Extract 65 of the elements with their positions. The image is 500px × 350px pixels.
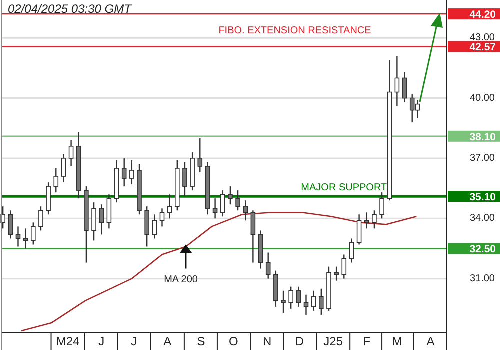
candlestick xyxy=(8,210,14,240)
candlestick xyxy=(288,286,294,310)
x-tick-label: M xyxy=(392,334,402,349)
candlestick xyxy=(281,290,286,314)
candlestick xyxy=(349,238,354,264)
candlestick xyxy=(16,226,21,248)
candlestick xyxy=(236,190,240,212)
line-series xyxy=(20,212,418,332)
x-tick-label: F xyxy=(363,334,371,349)
candlestick xyxy=(304,294,309,316)
candlestick xyxy=(243,200,248,222)
x-tick-label: N xyxy=(262,334,272,349)
candlestick xyxy=(38,206,44,232)
candlestick xyxy=(266,252,271,280)
x-tick-label: M24 xyxy=(56,334,80,349)
y-tick-label: 43.00 xyxy=(470,32,496,44)
candlestick xyxy=(228,186,233,206)
candlestick xyxy=(92,202,96,242)
x-tick-label: A xyxy=(164,334,172,349)
candlestick xyxy=(402,72,408,103)
candlestick xyxy=(160,208,165,228)
y-tick-label: 34.00 xyxy=(470,213,496,224)
y-tick-label: 31.00 xyxy=(470,273,496,284)
x-tick-label: O xyxy=(229,334,238,349)
y-tick-label: 37.00 xyxy=(470,152,496,164)
candlestick xyxy=(130,160,134,186)
candlestick xyxy=(311,290,316,312)
ref-line-label: 35.10 xyxy=(470,192,496,204)
x-tick-label: J25 xyxy=(324,334,344,349)
candlestick xyxy=(250,210,256,264)
candlestick xyxy=(167,194,172,220)
candlestick xyxy=(61,154,66,184)
candlestick xyxy=(182,162,188,198)
candlestick xyxy=(380,192,384,220)
candlestick xyxy=(334,266,339,282)
candlestick xyxy=(319,288,324,316)
x-tick-label: D xyxy=(295,334,304,349)
x-tick-label: S xyxy=(197,334,206,349)
annotation: MA 200 xyxy=(164,274,198,286)
candlestick xyxy=(198,138,203,174)
candlestick xyxy=(54,168,59,194)
candlestick xyxy=(220,190,226,218)
ref-line-label: 44.20 xyxy=(470,9,496,22)
annotation: 02/04/2025 03:30 GMT xyxy=(8,2,134,16)
candlestick xyxy=(122,158,127,188)
ref-line-label: 32.50 xyxy=(470,244,496,256)
candlestick xyxy=(394,56,400,107)
candlestick xyxy=(372,210,377,230)
candlestick xyxy=(296,286,302,308)
candlestick xyxy=(342,254,347,280)
candlestick xyxy=(99,204,104,236)
ref-line-label: 42.57 xyxy=(470,42,496,54)
candlestick xyxy=(68,140,74,168)
annotation: FIBO. EXTENSION RESISTANCE xyxy=(218,26,372,37)
ref-line-label: 38.10 xyxy=(470,131,496,144)
candlestick xyxy=(364,212,370,230)
x-tick-label: J xyxy=(98,334,105,349)
candlestick xyxy=(152,214,158,240)
candlestick xyxy=(212,198,218,220)
candlestick xyxy=(356,214,362,246)
x-tick-label: J xyxy=(131,334,138,349)
candlestick xyxy=(31,222,36,246)
x-tick-label: A xyxy=(426,334,435,349)
annotation: MAJOR SUPPORT xyxy=(301,182,388,194)
y-tick-label: 40.00 xyxy=(470,92,496,104)
